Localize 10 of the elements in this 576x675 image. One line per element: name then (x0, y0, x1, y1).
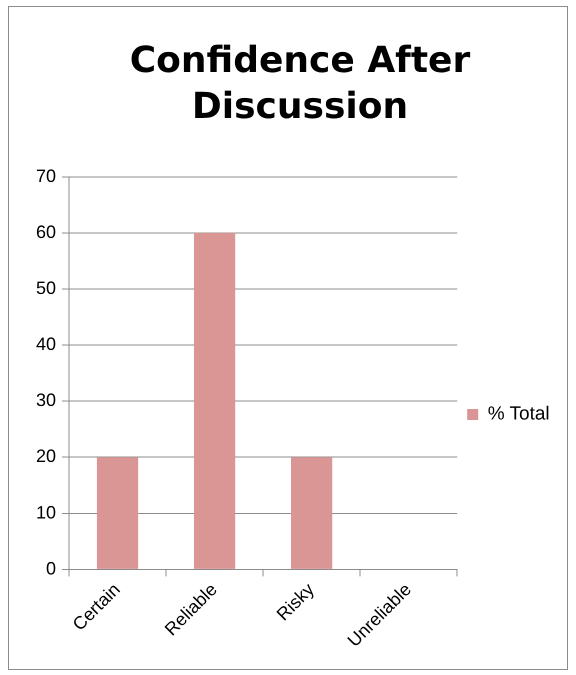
y-tick-label: 30 (36, 390, 56, 410)
legend-label: % Total (488, 404, 550, 425)
y-tick-label: 40 (36, 334, 56, 354)
y-tick-label: 0 (46, 558, 56, 578)
chart-title: Confidence After Discussion (128, 39, 472, 129)
y-tick-label: 50 (36, 278, 56, 298)
y-tick-label: 60 (36, 222, 56, 242)
y-tick-label: 70 (36, 166, 56, 186)
y-tick-label: 10 (36, 502, 56, 522)
y-tick-label: 20 (36, 446, 56, 466)
